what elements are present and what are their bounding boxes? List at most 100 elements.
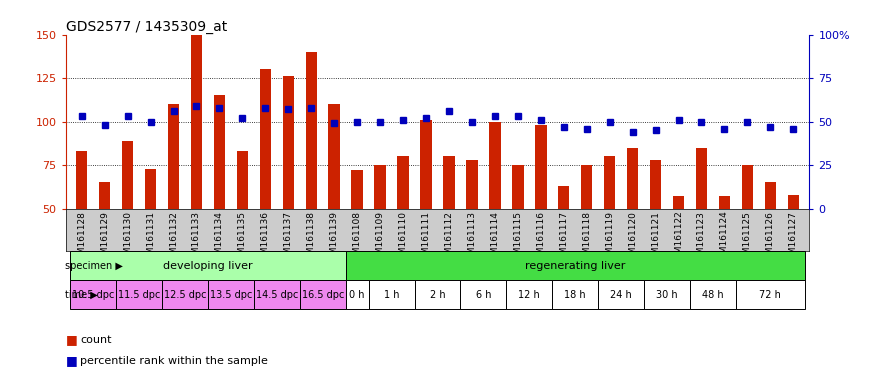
Bar xyxy=(742,165,753,209)
Bar xyxy=(70,251,346,280)
Text: 48 h: 48 h xyxy=(702,290,724,300)
Text: GSM161117: GSM161117 xyxy=(559,211,568,266)
Bar xyxy=(604,156,615,209)
Text: GSM161123: GSM161123 xyxy=(697,211,706,266)
Text: GSM161139: GSM161139 xyxy=(330,211,339,266)
Text: GSM161115: GSM161115 xyxy=(514,211,522,266)
Text: 13.5 dpc: 13.5 dpc xyxy=(210,290,252,300)
Bar xyxy=(558,186,570,209)
Text: 12 h: 12 h xyxy=(519,290,540,300)
Bar xyxy=(420,120,431,209)
Text: GSM161118: GSM161118 xyxy=(582,211,592,266)
Bar xyxy=(346,251,805,280)
Bar xyxy=(397,156,409,209)
Bar xyxy=(581,165,592,209)
Text: GSM161128: GSM161128 xyxy=(77,211,87,266)
Text: GSM161134: GSM161134 xyxy=(215,211,224,266)
Bar xyxy=(718,196,730,209)
Bar xyxy=(765,182,776,209)
Bar xyxy=(626,148,639,209)
Text: GSM161108: GSM161108 xyxy=(353,211,361,266)
Text: GSM161114: GSM161114 xyxy=(490,211,500,266)
Text: GSM161136: GSM161136 xyxy=(261,211,270,266)
Text: GSM161129: GSM161129 xyxy=(100,211,109,266)
Bar xyxy=(598,280,644,309)
Text: 30 h: 30 h xyxy=(656,290,678,300)
Bar xyxy=(346,280,368,309)
Bar xyxy=(507,280,552,309)
Bar xyxy=(168,104,179,209)
Text: 11.5 dpc: 11.5 dpc xyxy=(118,290,160,300)
Text: percentile rank within the sample: percentile rank within the sample xyxy=(80,356,269,366)
Bar xyxy=(552,280,598,309)
Bar xyxy=(650,160,662,209)
Text: 16.5 dpc: 16.5 dpc xyxy=(302,290,344,300)
Bar xyxy=(145,169,157,209)
Text: time ▶: time ▶ xyxy=(65,290,98,300)
Text: GSM161133: GSM161133 xyxy=(192,211,201,266)
Bar xyxy=(254,280,300,309)
Bar xyxy=(460,280,507,309)
Bar xyxy=(466,160,478,209)
Text: GSM161124: GSM161124 xyxy=(720,211,729,265)
Text: 24 h: 24 h xyxy=(610,290,632,300)
Text: 6 h: 6 h xyxy=(476,290,491,300)
Bar xyxy=(352,170,363,209)
Text: GDS2577 / 1435309_at: GDS2577 / 1435309_at xyxy=(66,20,227,33)
Text: ■: ■ xyxy=(66,333,77,346)
Bar xyxy=(690,280,736,309)
Text: 10.5 dpc: 10.5 dpc xyxy=(72,290,115,300)
Text: GSM161109: GSM161109 xyxy=(375,211,385,266)
Text: GSM161130: GSM161130 xyxy=(123,211,132,266)
Text: GSM161120: GSM161120 xyxy=(628,211,637,266)
Text: GSM161125: GSM161125 xyxy=(743,211,752,266)
Text: GSM161137: GSM161137 xyxy=(284,211,293,266)
Bar xyxy=(116,280,162,309)
Bar xyxy=(673,196,684,209)
Text: GSM161110: GSM161110 xyxy=(399,211,408,266)
Text: GSM161121: GSM161121 xyxy=(651,211,660,266)
Text: GSM161138: GSM161138 xyxy=(307,211,316,266)
Text: GSM161132: GSM161132 xyxy=(169,211,178,266)
Text: GSM161116: GSM161116 xyxy=(536,211,545,266)
Text: 1 h: 1 h xyxy=(384,290,399,300)
Bar xyxy=(305,52,317,209)
Text: regenerating liver: regenerating liver xyxy=(525,261,626,271)
Text: GSM161111: GSM161111 xyxy=(422,211,430,266)
Text: GSM161127: GSM161127 xyxy=(788,211,798,266)
Text: specimen ▶: specimen ▶ xyxy=(65,261,123,271)
Bar xyxy=(415,280,460,309)
Bar xyxy=(328,104,340,209)
Bar xyxy=(283,76,294,209)
Text: GSM161126: GSM161126 xyxy=(766,211,775,266)
Text: developing liver: developing liver xyxy=(163,261,253,271)
Text: count: count xyxy=(80,335,112,345)
Bar xyxy=(70,280,116,309)
Text: GSM161113: GSM161113 xyxy=(467,211,476,266)
Bar xyxy=(162,280,208,309)
Bar xyxy=(489,122,500,209)
Text: 2 h: 2 h xyxy=(430,290,445,300)
Bar xyxy=(236,151,248,209)
Bar xyxy=(696,148,707,209)
Bar xyxy=(644,280,690,309)
Bar xyxy=(374,165,386,209)
Bar xyxy=(512,165,523,209)
Text: 18 h: 18 h xyxy=(564,290,586,300)
Bar xyxy=(76,151,88,209)
Text: GSM161112: GSM161112 xyxy=(444,211,453,266)
Bar xyxy=(214,96,225,209)
Bar xyxy=(736,280,805,309)
Text: 72 h: 72 h xyxy=(760,290,781,300)
Text: 0 h: 0 h xyxy=(349,290,365,300)
Text: GSM161122: GSM161122 xyxy=(674,211,683,265)
Bar xyxy=(300,280,346,309)
Bar xyxy=(208,280,254,309)
Bar xyxy=(368,280,415,309)
Bar xyxy=(788,195,799,209)
Bar xyxy=(535,125,547,209)
Bar xyxy=(122,141,133,209)
Bar xyxy=(260,70,271,209)
Text: GSM161131: GSM161131 xyxy=(146,211,155,266)
Text: 12.5 dpc: 12.5 dpc xyxy=(164,290,206,300)
